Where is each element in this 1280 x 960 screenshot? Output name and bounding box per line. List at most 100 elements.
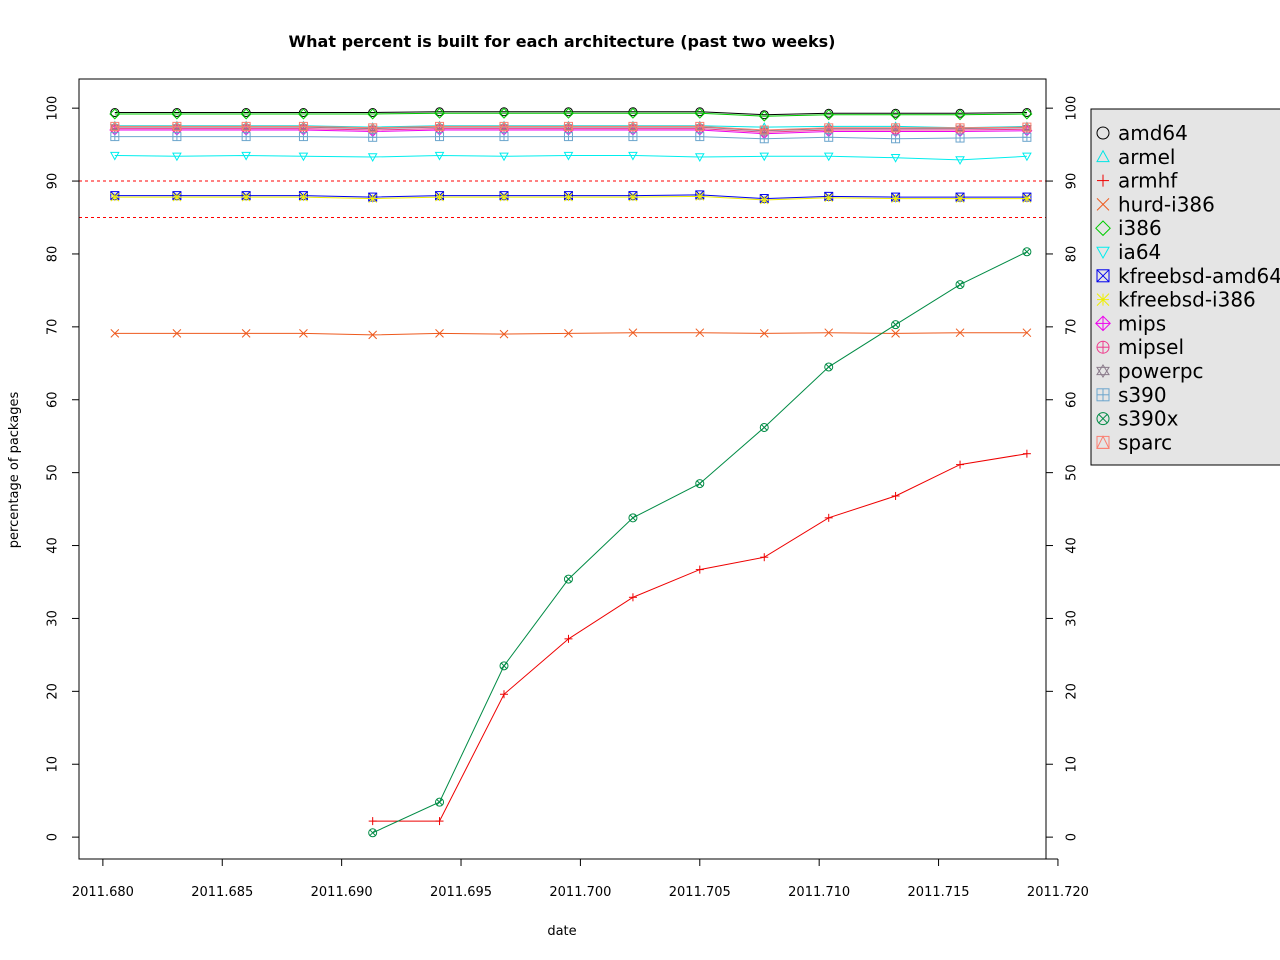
data-point-s390x [761,424,768,431]
data-point-ia64 [890,154,901,163]
x-tick-label: 2011.680 [72,885,134,900]
legend-label-hurd-i386: hurd-i386 [1118,192,1215,216]
legend-box [1090,108,1280,466]
data-point-s390x [891,320,901,330]
data-point-powerpc [367,125,378,134]
data-point-kfreebsd-i386 [368,194,378,203]
series-line-ia64 [114,154,1027,161]
data-point-kfreebsd-i386 [628,192,638,202]
data-point-kfreebsd-i386 [299,192,308,202]
data-point-sparc [434,121,445,131]
data-point-sparc [499,121,509,131]
series-sparc [110,121,1032,135]
reference-lines [79,180,1046,219]
y-tick-label-right: 90 [1065,173,1080,190]
axes: 2011.680 2011.685 2011.690 2011.695 2011.700… [46,96,1089,900]
data-point-kfreebsd-i386 [891,194,900,203]
data-point-i386 [434,107,446,119]
series-hurd-i386 [110,328,1032,340]
legend-entry-powerpc: powerpc [1096,359,1204,383]
data-point-s390x [629,514,637,521]
legend-label-s390: s390 [1118,383,1167,407]
data-point-s390x [824,362,834,372]
x-tick-label: 2011.690 [311,885,373,900]
data-point-s390x [369,829,376,836]
legend-entry-mips: mips [1095,311,1166,335]
series-kfreebsd-i386 [110,192,1032,205]
data-point-i386 [240,108,252,120]
x-tick-label: 2011.695 [430,885,492,900]
data-point-sparc [563,121,574,131]
y-tick-label-left: 60 [46,391,61,408]
data-point-i386 [297,108,309,120]
data-point-ia64 [759,152,770,162]
data-point-powerpc [955,125,965,134]
legend-label-s390x: s390x [1118,407,1179,431]
data-point-s390x [565,575,572,583]
data-point-s390x [696,480,703,487]
data-point-ia64 [499,152,509,162]
y-tick-label-left: 0 [46,833,61,841]
legend-marker-kfreebsd-amd64 [1096,269,1110,283]
legend-entry-hurd-i386: hurd-i386 [1096,192,1215,216]
series-ia64 [109,151,1032,165]
legend-label-armel: armel [1118,145,1175,169]
chart-title: What percent is built for each architect… [289,32,836,51]
data-point-kfreebsd-i386 [435,192,444,202]
x-tick-label: 2011.685 [191,885,253,900]
legend-marker-amd64 [1096,126,1110,140]
data-point-s390x [1023,248,1031,255]
series-s390 [110,132,1032,144]
data-point-sparc [298,121,309,131]
legend-entry-mipsel: mipsel [1096,335,1184,359]
data-point-sparc [172,121,182,131]
series-layer [109,107,1033,838]
x-tick-label: 2011.705 [669,885,731,900]
data-point-sparc [110,121,120,131]
data-point-powerpc [434,124,445,133]
legend-label-sparc: sparc [1118,430,1172,454]
legend-entry-i386: i386 [1095,216,1162,240]
legend-marker-sparc [1096,435,1110,449]
data-point-i386 [954,109,966,121]
series-line-armhf [372,453,1027,822]
y-tick-label-left: 90 [46,173,61,190]
legend-entry-amd64: amd64 [1096,121,1188,145]
legend-marker-ia64 [1096,246,1110,260]
data-point-s390x [825,363,832,371]
series-armhf [368,449,1031,826]
data-point-kfreebsd-i386 [241,192,251,202]
legend-marker-s390x [1096,412,1110,426]
y-tick-label-right: 50 [1065,464,1080,481]
x-tick-label: 2011.720 [1027,885,1089,900]
x-axis-title: date [547,924,576,939]
legend-entry-armel: armel [1096,145,1175,169]
data-point-kfreebsd-i386 [695,192,705,201]
legend-label-armhf: armhf [1118,169,1178,193]
data-point-hurd-i386 [564,329,573,338]
data-point-s390x [695,479,705,489]
y-tick-label-right: 20 [1065,683,1080,700]
data-point-hurd-i386 [368,330,378,340]
data-point-sparc [759,124,770,135]
data-point-s390x [628,513,638,523]
y-tick-label-right: 30 [1065,610,1080,627]
data-point-s390x [499,661,509,671]
data-point-kfreebsd-i386 [499,192,509,202]
data-point-sparc [955,122,965,133]
data-point-sparc [823,122,834,133]
data-point-sparc [890,122,901,133]
data-point-hurd-i386 [759,329,769,338]
data-point-s390x [955,280,965,290]
data-point-ia64 [109,151,120,161]
data-point-i386 [562,107,574,119]
data-point-s390x [436,798,443,806]
legend-label-i386: i386 [1118,216,1162,240]
y-tick-label-right: 10 [1065,756,1080,773]
legend-entry-kfreebsd-i386: kfreebsd-i386 [1096,288,1256,312]
y-tick-label-left: 40 [46,537,61,554]
series-i386 [109,107,1033,122]
data-point-ia64 [955,156,965,165]
data-point-kfreebsd-i386 [172,192,182,202]
data-point-ia64 [694,153,705,163]
